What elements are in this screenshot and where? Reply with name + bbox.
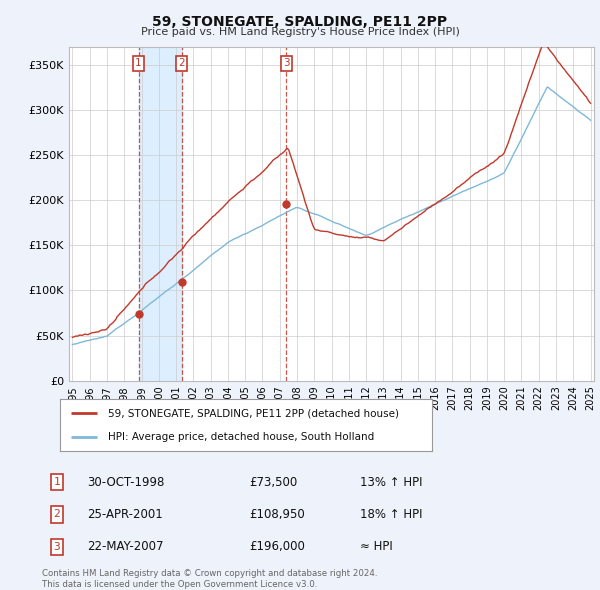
Text: 25-APR-2001: 25-APR-2001 bbox=[87, 508, 163, 521]
Text: £73,500: £73,500 bbox=[249, 476, 297, 489]
Text: 1: 1 bbox=[135, 58, 142, 68]
Bar bbox=[139, 47, 182, 381]
Text: 13% ↑ HPI: 13% ↑ HPI bbox=[360, 476, 422, 489]
Text: 59, STONEGATE, SPALDING, PE11 2PP: 59, STONEGATE, SPALDING, PE11 2PP bbox=[152, 15, 448, 29]
Text: 1: 1 bbox=[53, 477, 61, 487]
Text: £196,000: £196,000 bbox=[249, 540, 305, 553]
Text: 2: 2 bbox=[178, 58, 185, 68]
Text: £108,950: £108,950 bbox=[249, 508, 305, 521]
Text: 30-OCT-1998: 30-OCT-1998 bbox=[87, 476, 164, 489]
Text: Contains HM Land Registry data © Crown copyright and database right 2024.
This d: Contains HM Land Registry data © Crown c… bbox=[42, 569, 377, 589]
Text: 59, STONEGATE, SPALDING, PE11 2PP (detached house): 59, STONEGATE, SPALDING, PE11 2PP (detac… bbox=[109, 408, 400, 418]
Text: ≈ HPI: ≈ HPI bbox=[360, 540, 393, 553]
Text: 3: 3 bbox=[53, 542, 61, 552]
Text: HPI: Average price, detached house, South Holland: HPI: Average price, detached house, Sout… bbox=[109, 432, 374, 442]
Text: 22-MAY-2007: 22-MAY-2007 bbox=[87, 540, 163, 553]
Text: 2: 2 bbox=[53, 510, 61, 519]
Text: 3: 3 bbox=[283, 58, 290, 68]
Text: Price paid vs. HM Land Registry's House Price Index (HPI): Price paid vs. HM Land Registry's House … bbox=[140, 27, 460, 37]
Text: 18% ↑ HPI: 18% ↑ HPI bbox=[360, 508, 422, 521]
